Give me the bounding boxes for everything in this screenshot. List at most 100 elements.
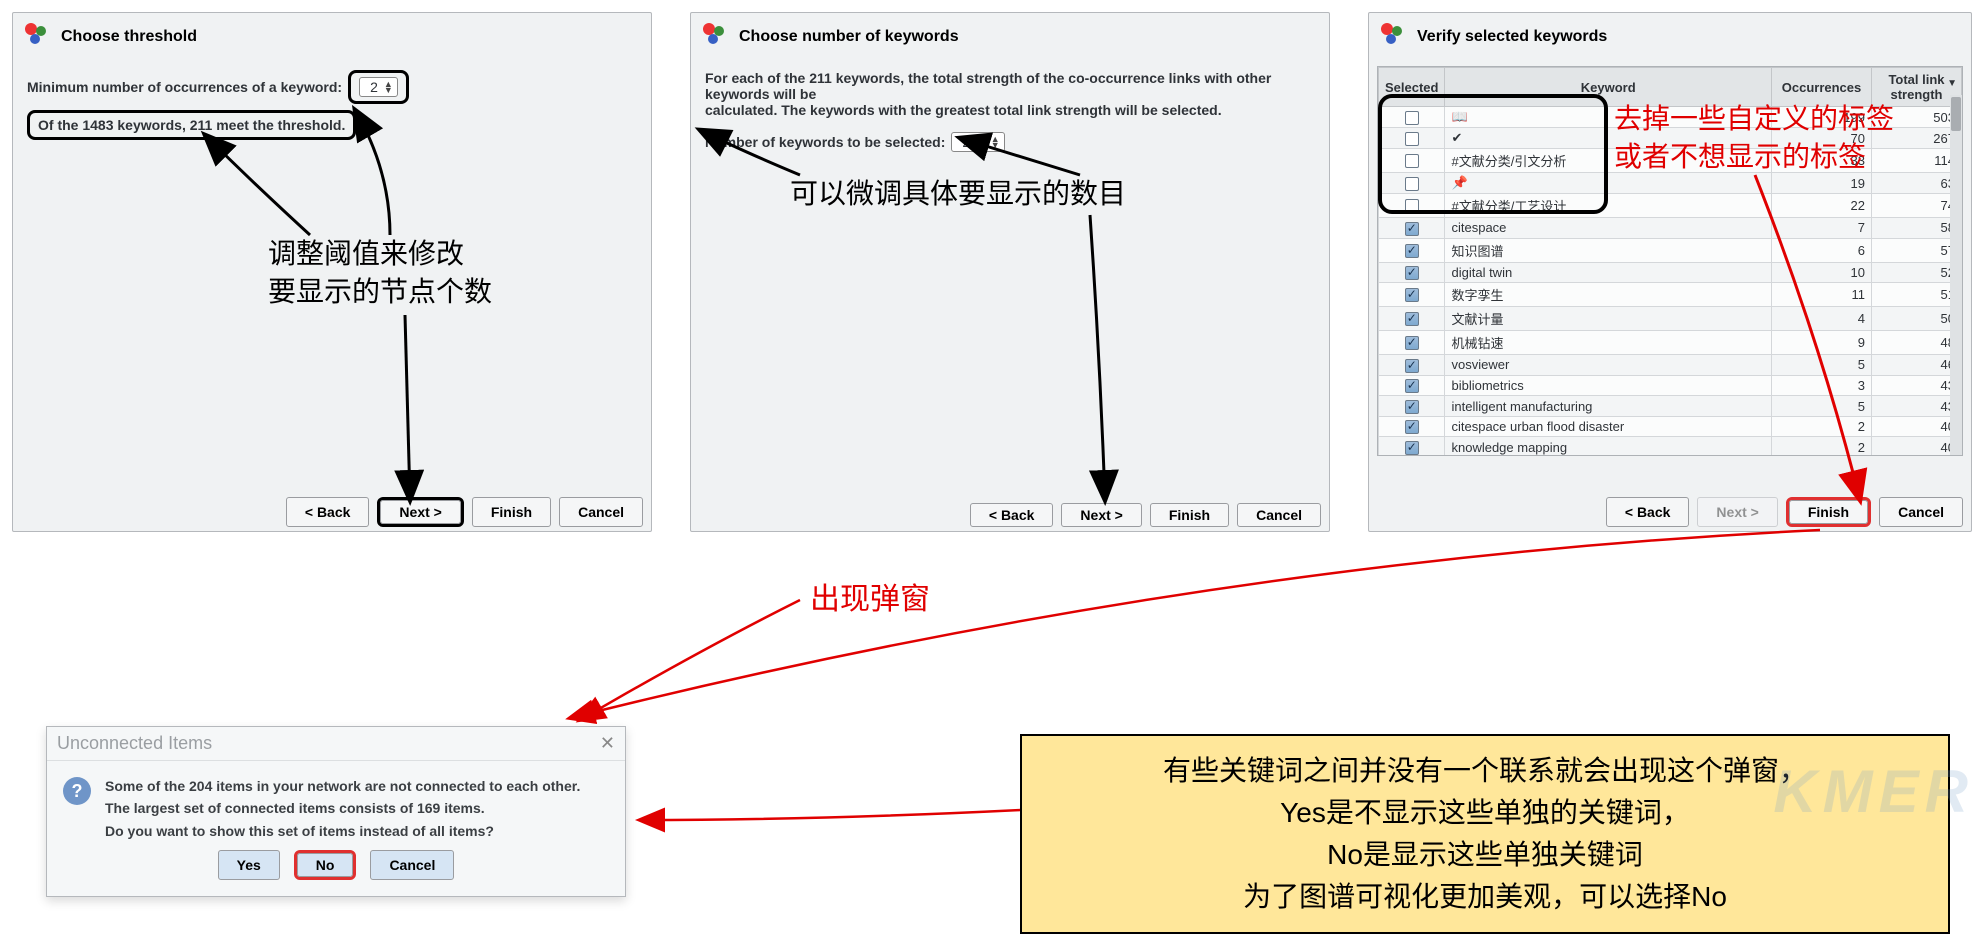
cell-occurrences: 4 (1772, 307, 1872, 331)
panel1-footer: < Back Next > Finish Cancel (286, 497, 643, 527)
cell-keyword: 知识图谱 (1445, 238, 1772, 262)
back-button[interactable]: < Back (286, 497, 370, 527)
min-occurrences-label: Minimum number of occurrences of a keywo… (27, 79, 342, 95)
note-line4: 为了图谱可视化更加美观，可以选择No (1044, 876, 1926, 918)
table-row[interactable]: knowledge mapping240 (1379, 437, 1962, 456)
annotation-remove-l1: 去掉一些自定义的标签 (1614, 100, 1894, 138)
row-checkbox[interactable] (1405, 266, 1419, 280)
cell-tls: 63 (1872, 173, 1962, 194)
spinner-arrows-icon[interactable]: ▲▼ (384, 81, 393, 93)
annotation-threshold: 调整阈值来修改 要显示的节点个数 (268, 235, 492, 311)
row-checkbox[interactable] (1405, 441, 1419, 455)
panel2-footer: < Back Next > Finish Cancel (970, 503, 1321, 527)
table-row[interactable]: 知识图谱657 (1379, 238, 1962, 262)
cell-tls: 43 (1872, 375, 1962, 396)
row-checkbox[interactable] (1405, 222, 1419, 236)
finish-button[interactable]: Finish (472, 497, 551, 527)
vosviewer-icon (23, 21, 49, 52)
next-button-disabled: Next > (1697, 497, 1777, 527)
table-row[interactable]: citespace758 (1379, 218, 1962, 239)
cancel-button[interactable]: Cancel (1879, 497, 1963, 527)
cell-occurrences: 2 (1772, 416, 1872, 437)
cell-tls: 50 (1872, 307, 1962, 331)
table-row[interactable]: intelligent manufacturing543 (1379, 396, 1962, 417)
no-button[interactable]: No (297, 853, 354, 877)
col-tls-label: Total link strength (1888, 72, 1944, 102)
watermark: KMER (1773, 757, 1974, 826)
cell-tls: 52 (1872, 262, 1962, 283)
table-row[interactable]: digital twin1052 (1379, 262, 1962, 283)
panel3-title: Verify selected keywords (1417, 28, 1607, 46)
yes-button[interactable]: Yes (218, 850, 280, 880)
panel2-desc2: calculated. The keywords with the greate… (705, 102, 1315, 118)
finish-button[interactable]: Finish (1150, 503, 1229, 527)
cell-tls: 46 (1872, 355, 1962, 376)
dialog-cancel-button[interactable]: Cancel (370, 850, 454, 880)
row-checkbox[interactable] (1405, 312, 1419, 326)
row-checkbox[interactable] (1405, 288, 1419, 302)
dialog-unconnected-items: Unconnected Items ✕ ? Some of the 204 it… (46, 726, 626, 897)
finish-highlight-box: Finish (1786, 497, 1871, 527)
cancel-button[interactable]: Cancel (559, 497, 643, 527)
row-checkbox[interactable] (1405, 154, 1419, 168)
row-checkbox[interactable] (1405, 420, 1419, 434)
cell-keyword: bibliometrics (1445, 375, 1772, 396)
cell-occurrences: 6 (1772, 238, 1872, 262)
table-row[interactable]: vosviewer546 (1379, 355, 1962, 376)
next-button[interactable]: Next > (380, 500, 460, 524)
next-highlight-box: Next > (377, 497, 463, 527)
table-row[interactable]: 数字孪生1151 (1379, 283, 1962, 307)
back-button[interactable]: < Back (970, 503, 1054, 527)
panel-choose-number-keywords: Choose number of keywords For each of th… (690, 12, 1330, 532)
vosviewer-icon (1379, 21, 1405, 52)
row-checkbox[interactable] (1405, 336, 1419, 350)
cell-keyword: 机械钻速 (1445, 331, 1772, 355)
table-row[interactable]: 📌1963 (1379, 173, 1962, 194)
row-checkbox[interactable] (1405, 244, 1419, 258)
cell-occurrences: 2 (1772, 437, 1872, 456)
dialog-buttons: Yes No Cancel (47, 850, 625, 896)
row-checkbox[interactable] (1405, 359, 1419, 373)
note-line3: No是显示这些单独关键词 (1044, 834, 1926, 876)
table-scrollbar[interactable] (1950, 95, 1962, 455)
cell-tls: 51 (1872, 283, 1962, 307)
row-checkbox[interactable] (1405, 132, 1419, 146)
min-occurrences-row: Minimum number of occurrences of a keywo… (27, 70, 637, 104)
col-selected[interactable]: Selected (1379, 68, 1445, 107)
cell-tls: 40 (1872, 437, 1962, 456)
back-button[interactable]: < Back (1606, 497, 1690, 527)
next-button[interactable]: Next > (1061, 503, 1141, 527)
spinner-arrows-icon[interactable]: ▲▼ (991, 136, 1000, 148)
no-highlight-box: No (294, 850, 357, 880)
num-keywords-value: 211 (962, 134, 984, 150)
cell-keyword: knowledge mapping (1445, 437, 1772, 456)
cell-tls: 58 (1872, 218, 1962, 239)
table-row[interactable]: #文献分类/工艺设计2274 (1379, 194, 1962, 218)
cell-tls: 74 (1872, 194, 1962, 218)
panel3-footer: < Back Next > Finish Cancel (1606, 497, 1963, 527)
row-checkbox[interactable] (1405, 199, 1419, 213)
cell-keyword: vosviewer (1445, 355, 1772, 376)
cancel-button[interactable]: Cancel (1237, 503, 1321, 527)
row-checkbox[interactable] (1405, 379, 1419, 393)
cell-keyword: intelligent manufacturing (1445, 396, 1772, 417)
table-row[interactable]: 文献计量450 (1379, 307, 1962, 331)
row-checkbox[interactable] (1405, 400, 1419, 414)
cell-keyword: #文献分类/工艺设计 (1445, 194, 1772, 218)
finish-button[interactable]: Finish (1789, 500, 1868, 524)
row-checkbox[interactable] (1405, 111, 1419, 125)
table-row[interactable]: bibliometrics343 (1379, 375, 1962, 396)
dialog-text: Some of the 204 items in your network ar… (105, 775, 580, 842)
cell-occurrences: 19 (1772, 173, 1872, 194)
num-keywords-label: Number of keywords to be selected: (705, 134, 945, 150)
close-icon[interactable]: ✕ (600, 733, 615, 754)
annotation-threshold-l2: 要显示的节点个数 (268, 273, 492, 311)
panel1-title: Choose threshold (61, 28, 197, 46)
row-checkbox[interactable] (1405, 177, 1419, 191)
panel2-header: Choose number of keywords (691, 13, 1329, 60)
scrollbar-thumb[interactable] (1951, 97, 1961, 131)
table-row[interactable]: 机械钻速948 (1379, 331, 1962, 355)
table-row[interactable]: citespace urban flood disaster240 (1379, 416, 1962, 437)
num-keywords-spinner[interactable]: 211 ▲▼ (951, 132, 1004, 152)
min-occurrences-spinner[interactable]: 2 ▲▼ (359, 77, 398, 97)
